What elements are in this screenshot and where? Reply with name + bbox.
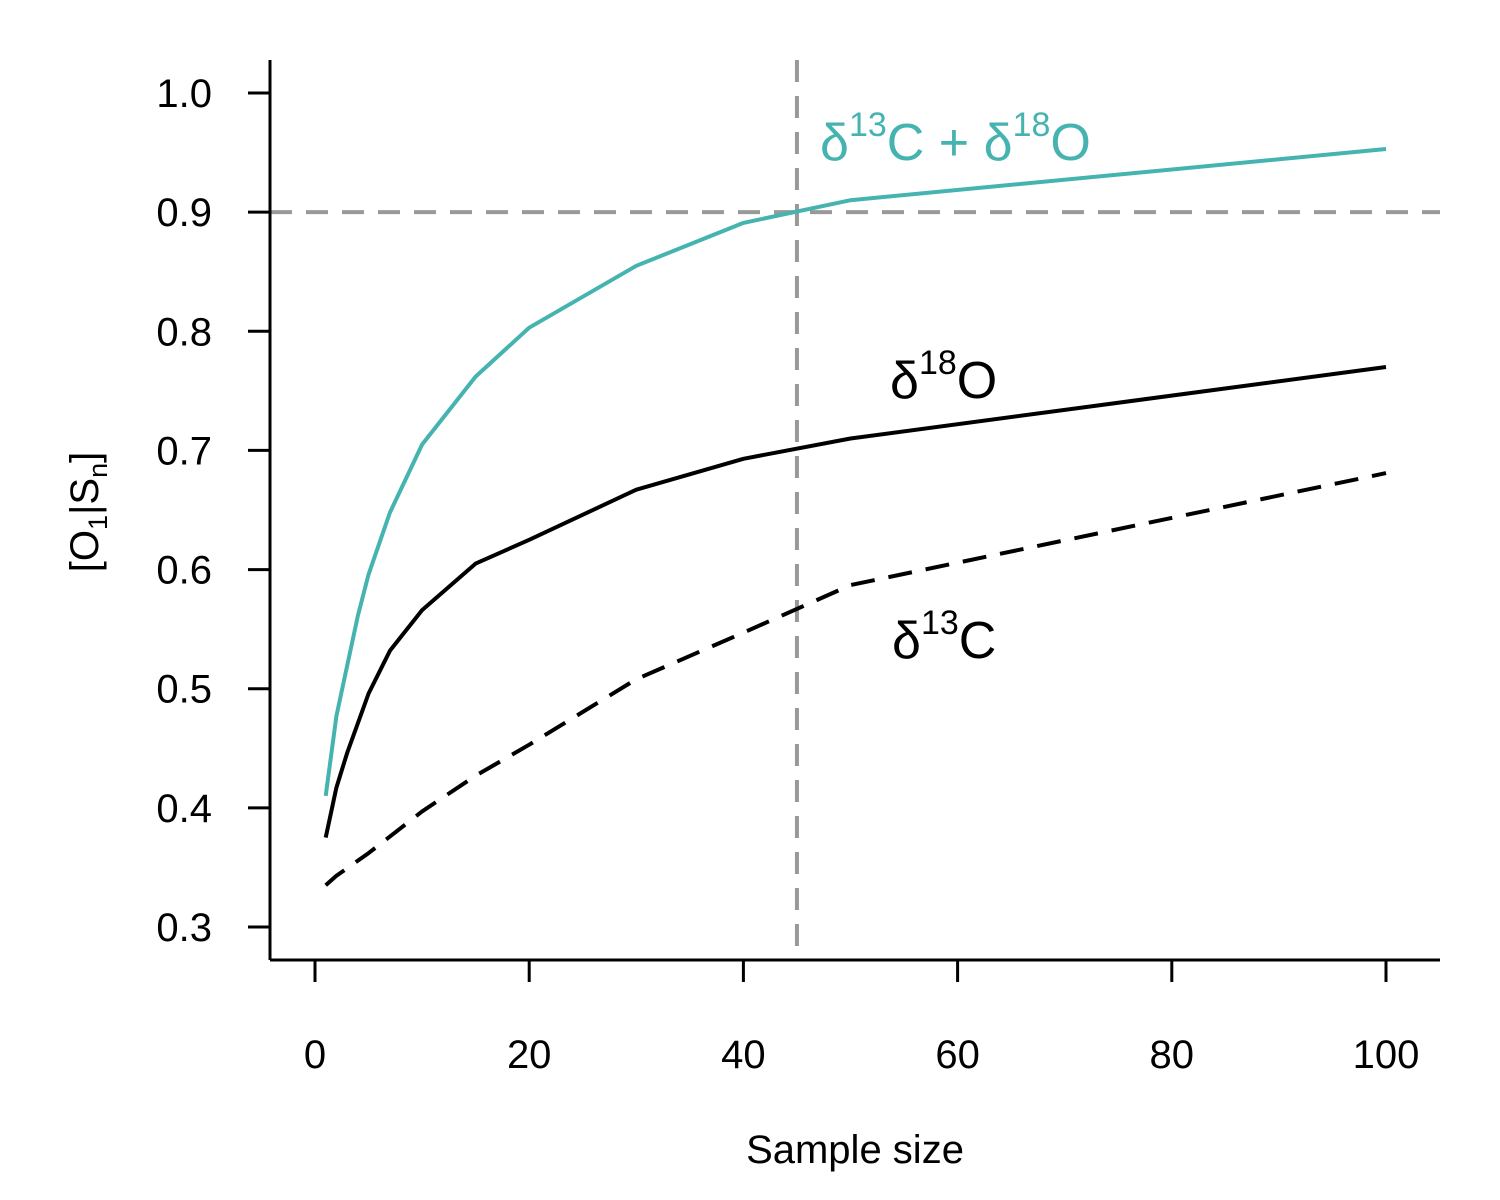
combined-base-1: C [887, 114, 925, 172]
y-ticks: 0.3 0.4 0.5 0.6 0.7 0.8 0.9 1.0 [156, 72, 270, 950]
series-line-d18o [323, 365, 1387, 839]
series-layer [323, 147, 1387, 887]
combined-base-2: O [1050, 114, 1090, 172]
x-tick-label: 100 [1353, 1033, 1420, 1077]
y-axis-title-mid: |S [63, 478, 107, 515]
reference-lines [270, 60, 1440, 960]
x-tick-label: 60 [935, 1033, 980, 1077]
combined-delta-2: δ [984, 114, 1013, 172]
series-label-d18o: δ18O [890, 344, 997, 410]
x-tick-label: 80 [1150, 1033, 1195, 1077]
series-label-combined: δ13C + δ18O [820, 106, 1091, 172]
y-tick-label: 0.9 [156, 191, 212, 235]
y-tick-label: 0.3 [156, 906, 212, 950]
y-tick-label: 0.6 [156, 549, 212, 593]
y-axis-title-sub2: n [83, 463, 113, 478]
y-axis-title-close: ] [63, 452, 107, 463]
y-tick-label: 1.0 [156, 72, 212, 116]
y-axis-title-open: [O [63, 530, 107, 572]
y-tick-label: 0.7 [156, 429, 212, 473]
x-tick-label: 40 [721, 1033, 766, 1077]
x-axis-title: Sample size [746, 1128, 964, 1172]
d13c-base: C [959, 612, 997, 670]
combined-sup-1: 13 [849, 106, 887, 144]
y-tick-label: 0.4 [156, 787, 212, 831]
d18o-sup: 18 [919, 344, 957, 382]
d13c-sup: 13 [921, 604, 959, 642]
y-axis-title-sub1: 1 [83, 515, 113, 530]
series-label-d13c: δ13C [892, 604, 996, 670]
combined-plus: + [924, 114, 983, 172]
x-tick-label: 20 [507, 1033, 552, 1077]
y-tick-label: 0.5 [156, 668, 212, 712]
y-axis-title: [O1|Sn] [63, 452, 113, 573]
axes: 0.3 0.4 0.5 0.6 0.7 0.8 0.9 1.0 0 20 40 60 80 100 [156, 60, 1440, 1077]
y-tick-label: 0.8 [156, 310, 212, 354]
series-line-d13c [324, 471, 1387, 887]
d13c-delta: δ [892, 612, 921, 670]
d18o-base: O [957, 352, 997, 410]
combined-delta-1: δ [820, 114, 849, 172]
x-tick-label: 0 [304, 1033, 326, 1077]
d18o-delta: δ [890, 352, 919, 410]
x-ticks: 0 20 40 60 80 100 [304, 960, 1420, 1077]
series-line-d13c-d18o [323, 147, 1387, 797]
combined-sup-2: 18 [1013, 106, 1051, 144]
